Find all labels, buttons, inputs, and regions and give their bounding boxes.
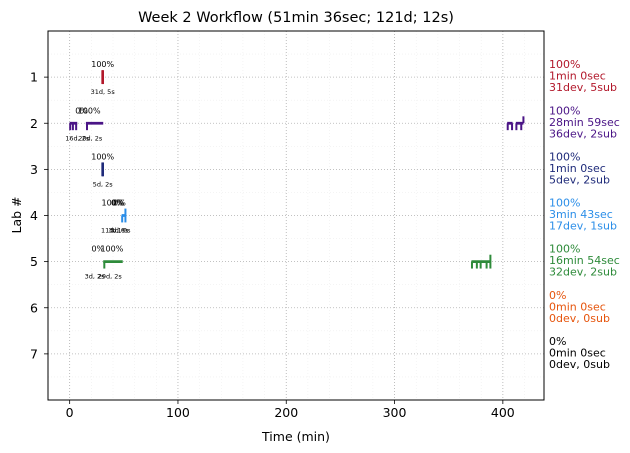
- lab-summary-line: 0min 0sec: [549, 346, 606, 359]
- x-tick-label: 100: [166, 405, 190, 420]
- lab-summary-line: 0min 0sec: [549, 300, 606, 313]
- count-annotation: 31d, 5s: [91, 88, 116, 96]
- lab-summary-line: 0%: [549, 335, 566, 348]
- lab-summary-line: 28min 59sec: [549, 116, 620, 129]
- lab-summary-line: 36dev, 2sub: [549, 127, 617, 140]
- lab-summary-line: 0%: [549, 289, 566, 302]
- completion-annotation: 100%: [102, 199, 125, 208]
- completion-annotation: 0%: [113, 199, 126, 208]
- y-tick-label: 6: [30, 300, 38, 315]
- lab-summary-line: 32dev, 2sub: [549, 266, 617, 279]
- count-annotation: 11d, 1s: [101, 227, 126, 235]
- completion-annotation: 0%: [91, 245, 104, 254]
- x-axis-label: Time (min): [261, 429, 330, 444]
- lab-summary-line: 16min 54sec: [549, 254, 620, 267]
- count-annotation: 3d, 0s: [111, 227, 132, 235]
- lab-summary-line: 1min 0sec: [549, 70, 606, 83]
- count-annotation: 3d, 0s: [108, 227, 129, 235]
- lab-summary-line: 100%: [549, 58, 580, 71]
- x-tick-label: 0: [66, 405, 74, 420]
- lab-summary-line: 5dev, 2sub: [549, 173, 610, 186]
- x-tick-label: 300: [383, 405, 407, 420]
- lab-summary-line: 3min 43sec: [549, 208, 613, 221]
- chart-title: Week 2 Workflow (51min 36sec; 121d; 12s): [138, 10, 454, 26]
- x-tick-label: 400: [491, 405, 515, 420]
- completion-annotation: 100%: [91, 152, 114, 161]
- y-tick-label: 4: [30, 208, 38, 223]
- completion-annotation: 100%: [91, 60, 114, 69]
- count-annotation: 16d, 2s: [65, 134, 90, 142]
- completion-annotation: 100%: [78, 106, 101, 115]
- lab-summary-line: 100%: [549, 104, 580, 117]
- y-axis-label: Lab #: [9, 196, 24, 233]
- y-tick-label: 3: [30, 162, 38, 177]
- lab-summary-line: 0dev, 0sub: [549, 312, 610, 325]
- completion-annotation: 0%: [111, 199, 124, 208]
- completion-annotation: 100%: [100, 245, 123, 254]
- count-annotation: 5d, 2s: [93, 180, 114, 188]
- count-annotation: 29d, 2s: [98, 273, 123, 281]
- count-annotation: 20d, 2s: [78, 134, 103, 142]
- lab-summary-line: 100%: [549, 197, 580, 210]
- axis-ticks: 0 100 200 300 400 1 2 3 4 5 6 7: [30, 70, 515, 420]
- lab-summary-line: 1min 0sec: [549, 162, 606, 175]
- lab-summary-line: 31dev, 5sub: [549, 81, 617, 94]
- y-tick-label: 5: [30, 254, 38, 269]
- lab-summary-line: 0dev, 0sub: [549, 358, 610, 371]
- x-tick-label: 200: [274, 405, 298, 420]
- lab-summary-line: 100%: [549, 150, 580, 163]
- count-annotation: 3d, 2s: [85, 273, 106, 281]
- lab-summary-line: 17dev, 1sub: [549, 220, 617, 233]
- y-tick-label: 2: [30, 116, 38, 131]
- completion-annotation: 0%: [75, 106, 88, 115]
- lab-summary-line: 100%: [549, 243, 580, 256]
- y-tick-label: 1: [30, 70, 38, 85]
- y-tick-label: 7: [30, 346, 38, 361]
